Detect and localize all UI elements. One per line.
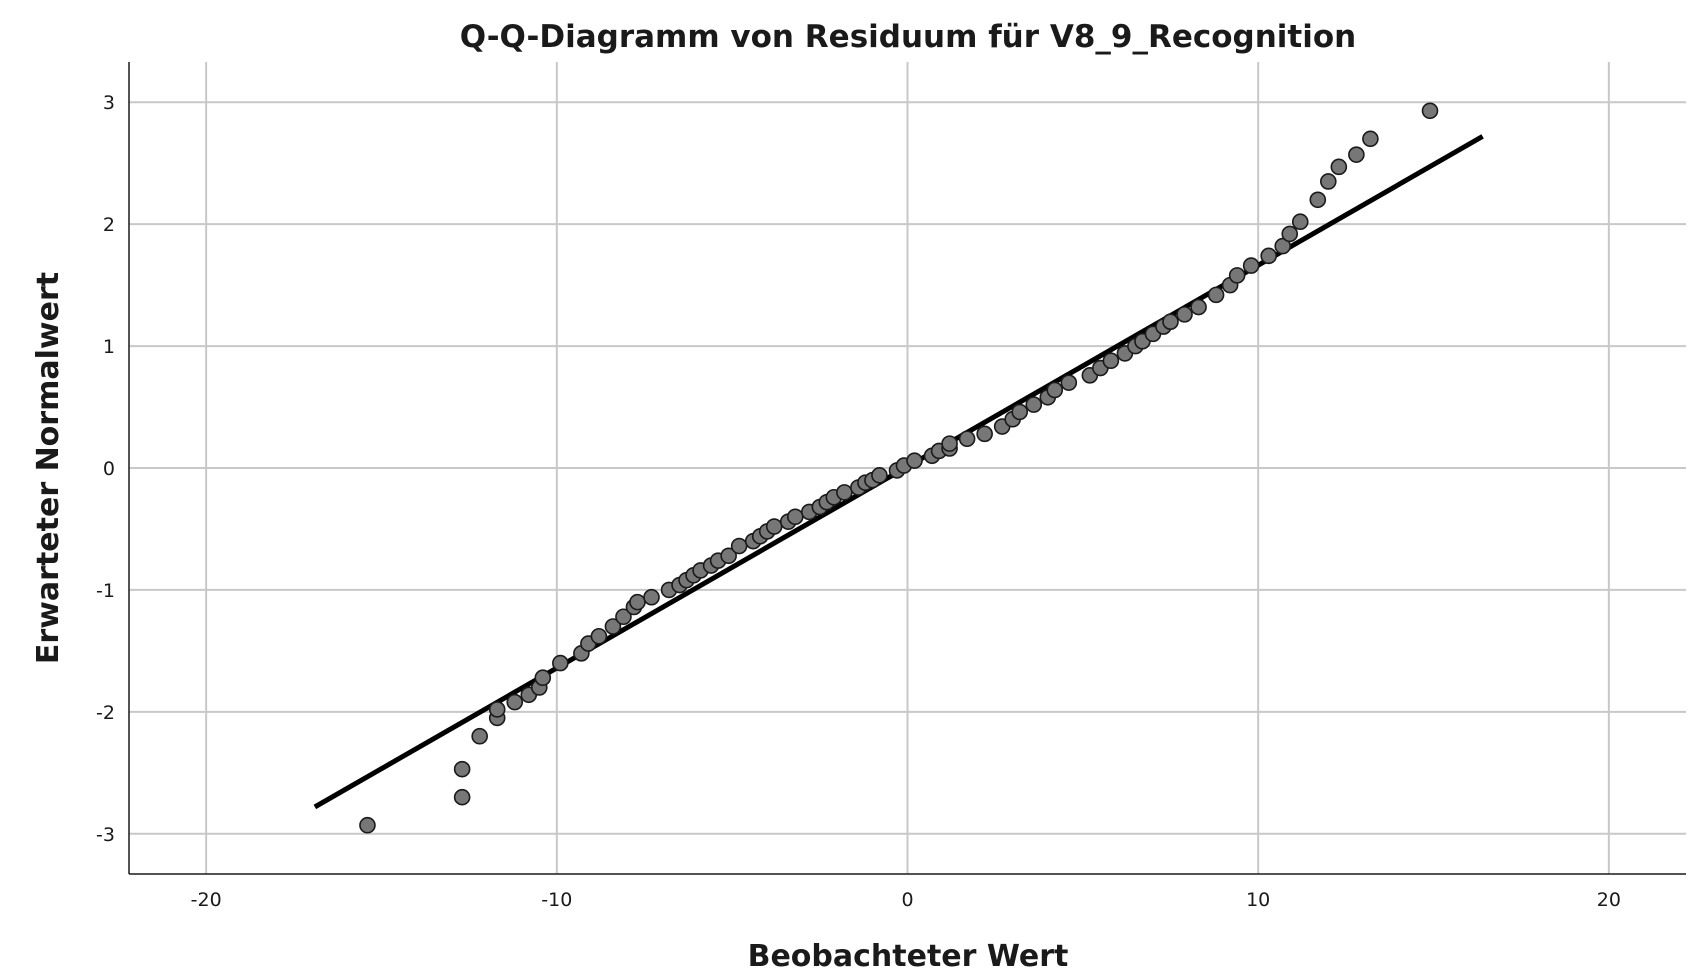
y-tick-label: 3 (103, 92, 115, 114)
data-point (590, 627, 608, 645)
data-point (1309, 191, 1327, 209)
data-points (359, 102, 1439, 834)
data-point (765, 518, 783, 535)
y-axis-title: Erwarteter Normalwert (31, 272, 66, 664)
x-axis-title: Beobachteter Wert (748, 939, 1069, 974)
data-point (643, 588, 660, 606)
data-point (720, 547, 737, 565)
y-tick-label: 2 (103, 214, 115, 236)
data-point (1291, 213, 1309, 231)
data-point (906, 452, 923, 469)
data-point (1330, 158, 1348, 176)
data-point (1421, 102, 1439, 120)
data-point (615, 608, 632, 626)
data-point (552, 654, 569, 672)
data-point (1176, 306, 1193, 323)
y-tick-label: -1 (96, 580, 115, 602)
chart-title: Q-Q-Diagramm von Residuum für V8_9_Recog… (460, 19, 1356, 55)
data-point (976, 425, 993, 443)
data-point (1011, 403, 1029, 421)
data-point (1348, 146, 1365, 163)
data-point (958, 430, 976, 448)
data-point (453, 788, 471, 806)
data-point (534, 669, 552, 687)
data-point (488, 701, 506, 718)
data-point (359, 816, 376, 834)
y-tick-label: 0 (103, 458, 115, 480)
x-tick-label: 10 (1246, 889, 1270, 911)
data-point (453, 760, 471, 778)
data-point (1320, 173, 1337, 190)
data-point (604, 618, 622, 635)
y-tick-label: -2 (96, 702, 115, 724)
data-point (1046, 381, 1064, 399)
data-point (786, 508, 804, 526)
data-point (1228, 267, 1246, 284)
y-tick-labels: -3 -2 -1 0 1 2 3 (96, 92, 115, 846)
data-point (1242, 257, 1260, 274)
axes (128, 62, 1686, 875)
data-point (1281, 225, 1299, 243)
data-point (1060, 374, 1078, 391)
x-tick-label: -10 (541, 889, 572, 911)
data-point (1260, 247, 1277, 265)
data-point (1025, 396, 1043, 413)
data-point (1190, 298, 1207, 316)
y-tick-label: 1 (103, 336, 115, 358)
data-point (629, 593, 646, 611)
x-tick-labels: -20 -10 0 10 20 (191, 889, 1621, 911)
x-tick-label: 0 (901, 889, 913, 911)
data-point (1102, 352, 1120, 370)
data-point (836, 484, 853, 501)
x-tick-label: -20 (191, 889, 222, 911)
data-point (1162, 313, 1179, 330)
data-point (730, 537, 748, 555)
y-tick-label: -3 (96, 824, 115, 846)
data-point (1274, 237, 1292, 255)
x-tick-label: 20 (1597, 889, 1621, 911)
data-point (471, 727, 488, 745)
data-point (871, 467, 888, 484)
data-point (1362, 130, 1379, 148)
data-point (941, 435, 958, 452)
data-point (1207, 286, 1225, 304)
data-point (506, 693, 524, 711)
